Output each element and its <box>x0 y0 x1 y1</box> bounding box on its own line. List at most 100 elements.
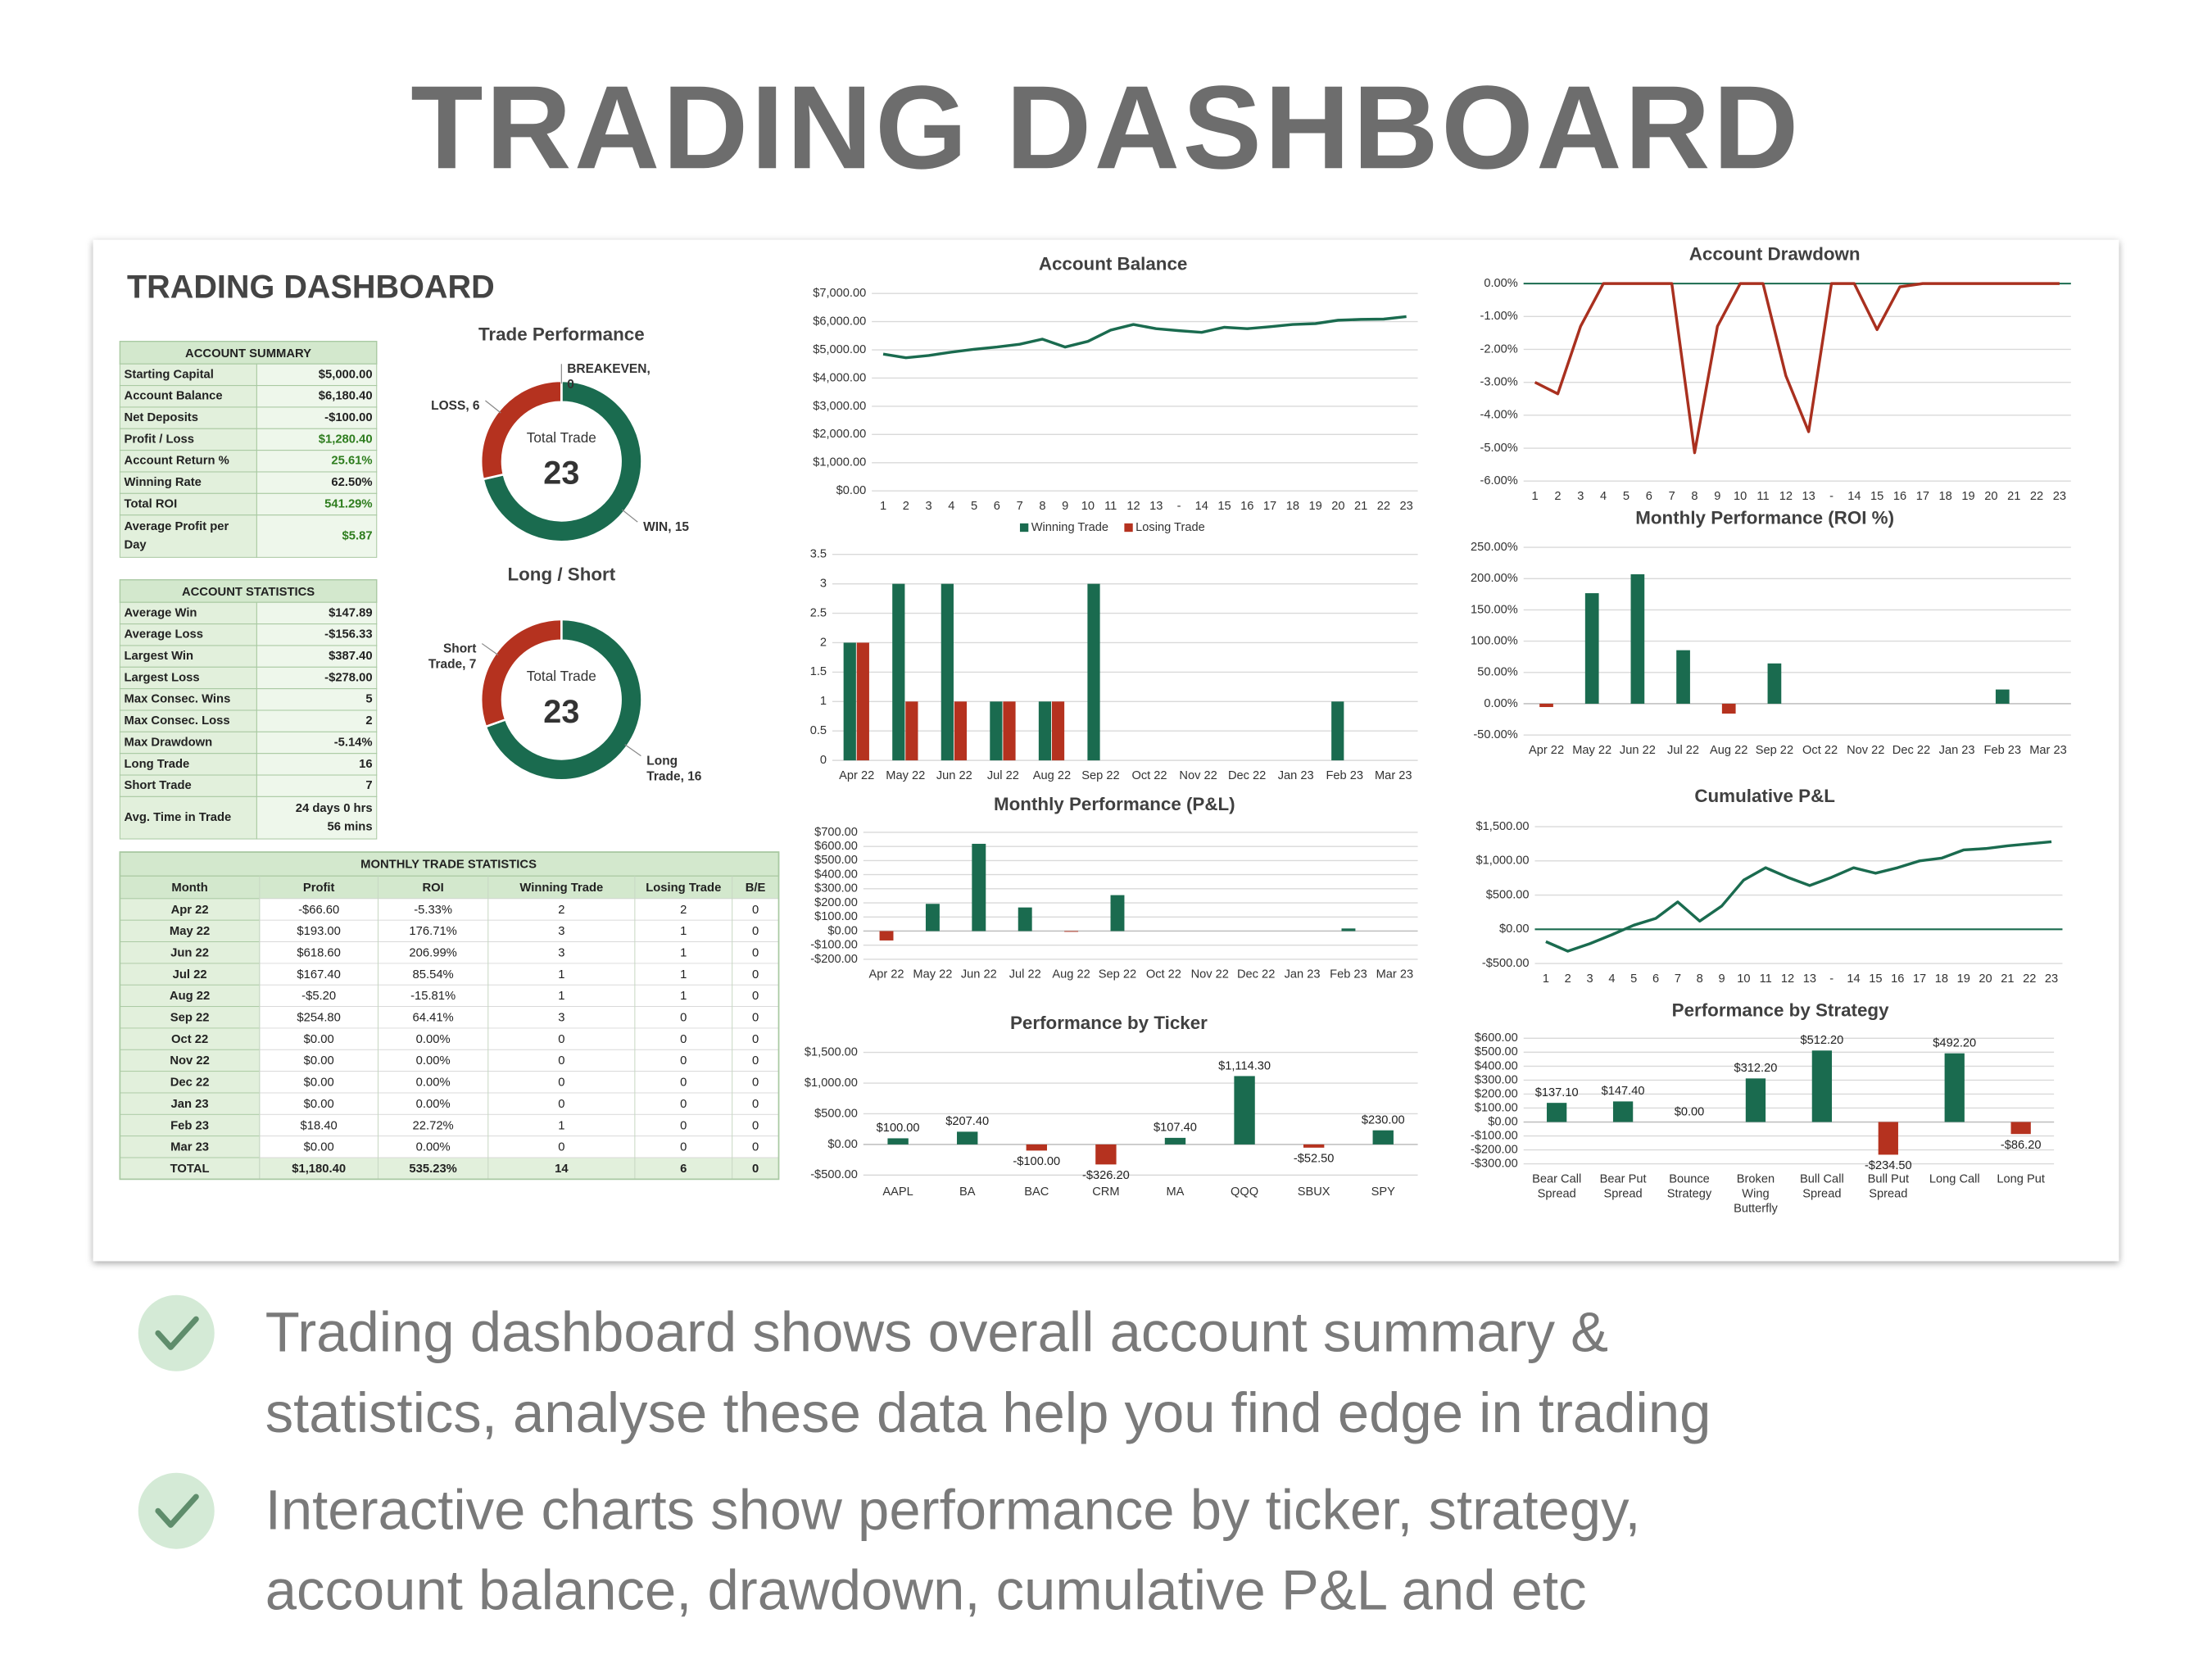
bar <box>954 701 968 761</box>
table-cell: 0.00% <box>416 1054 451 1067</box>
x-tick-label: - <box>1829 490 1834 503</box>
column-header: ROI <box>422 882 443 895</box>
table-header <box>119 341 378 365</box>
data-label: -$326.20 <box>1082 1169 1130 1182</box>
y-tick-label: $1,000.00 <box>805 1077 858 1090</box>
table-cell: 1 <box>558 968 564 981</box>
data-line <box>1545 840 2052 953</box>
bar <box>856 642 869 761</box>
data-label: $137.10 <box>1535 1086 1579 1099</box>
x-tick-label: 3 <box>926 500 932 513</box>
table-cell: 0 <box>680 1119 687 1132</box>
bar <box>1612 1101 1634 1122</box>
y-tick-label: 250.00% <box>1471 541 1518 554</box>
table-cell: 0 <box>752 1054 759 1067</box>
x-tick-label: 21 <box>2007 490 2020 503</box>
y-tick-label: $700.00 <box>814 826 858 839</box>
y-tick-label: $500.00 <box>814 854 858 867</box>
label-line: Spread <box>1538 1187 1576 1200</box>
table-cell: 0.00% <box>416 1077 451 1090</box>
label-line: Long <box>646 755 678 768</box>
bar <box>1003 701 1016 761</box>
chart-title: Trade Performance <box>478 324 645 345</box>
table-cell: Max Drawdown <box>125 736 213 749</box>
table-border <box>119 851 780 1181</box>
x-tick-label: 13 <box>1149 500 1163 513</box>
table-cell: 0 <box>752 1033 759 1046</box>
x-tick-label: 1 <box>1543 972 1549 986</box>
table-cell: 0 <box>752 968 759 981</box>
x-tick-label: 22 <box>1377 500 1390 513</box>
y-tick-label: $400.00 <box>1475 1059 1518 1072</box>
bar <box>1995 689 2010 704</box>
bar <box>941 583 954 761</box>
table-cell: 1 <box>680 925 687 938</box>
x-tick-label: Nov 22 <box>1191 968 1229 981</box>
y-tick-label: $3,000.00 <box>813 400 866 413</box>
x-tick-label: 14 <box>1847 490 1861 503</box>
data-label: $147.40 <box>1602 1085 1645 1098</box>
center-value: 23 <box>543 694 579 730</box>
y-tick-label: 2.5 <box>810 606 827 619</box>
table-row <box>259 941 779 964</box>
label-line: Bear Call <box>1532 1172 1581 1185</box>
x-tick-label: Jul 22 <box>987 769 1019 782</box>
table-cell: 2 <box>680 904 687 917</box>
month-cell <box>119 898 261 921</box>
table-cell: 7 <box>365 779 372 792</box>
x-tick-label: 1 <box>880 500 886 513</box>
legend-label: Losing Trade <box>1135 521 1205 534</box>
table-cell: Nov 22 <box>170 1054 210 1067</box>
table-cell: Oct 22 <box>171 1033 208 1046</box>
table-cell: 85.54% <box>413 968 454 981</box>
table-cell: 0.00% <box>416 1098 451 1111</box>
label-line: Wing <box>1742 1187 1769 1200</box>
table-cell: $5,000.00 <box>319 368 373 381</box>
y-tick-label: $600.00 <box>814 840 858 853</box>
table-cell: Winning Rate <box>125 476 202 489</box>
y-tick-label: 0 <box>820 754 827 767</box>
y-tick-label: $4,000.00 <box>813 371 866 384</box>
table-label-cell <box>119 645 257 668</box>
table-row <box>259 1071 779 1094</box>
table-row <box>259 1006 779 1029</box>
table-cell: Jan 23 <box>171 1098 209 1111</box>
table-cell: 2 <box>365 714 372 728</box>
data-label: LOSS, 6 <box>431 399 480 413</box>
column-header: B/E <box>746 882 766 895</box>
table-cell: $6,180.40 <box>319 390 373 403</box>
x-tick-label: 15 <box>1869 972 1882 986</box>
table-cell: Aug 22 <box>170 990 210 1003</box>
table-cell: -5.14% <box>334 736 373 749</box>
bar <box>1745 1078 1766 1122</box>
y-tick-label: $500.00 <box>1486 888 1530 901</box>
y-tick-label: 200.00% <box>1471 572 1518 585</box>
y-tick-label: $100.00 <box>1475 1101 1518 1114</box>
donut-slice <box>484 618 643 782</box>
bar <box>1051 701 1065 761</box>
bar <box>887 1138 909 1145</box>
table-cell: -$156.33 <box>324 628 372 641</box>
bar <box>1676 650 1690 704</box>
table-label-cell <box>119 623 257 646</box>
table-cell: Avg. Time in Trade <box>125 811 232 824</box>
x-tick-label: 2 <box>1554 490 1561 503</box>
x-tick-label: 12 <box>1126 500 1140 513</box>
y-tick-label: 0.00% <box>1484 697 1517 710</box>
y-tick-label: 1 <box>820 695 827 708</box>
x-tick-label: 8 <box>1691 490 1698 503</box>
table-value-cell <box>256 645 378 668</box>
x-tick-label: 23 <box>1400 500 1413 513</box>
bar <box>905 701 918 761</box>
label-line: Bounce <box>1669 1172 1710 1185</box>
table-cell: $1,180.40 <box>292 1163 346 1176</box>
x-tick-label: 11 <box>1756 490 1769 503</box>
label-line: BREAKEVEN, <box>567 362 650 376</box>
center-label: Total Trade <box>527 429 596 446</box>
legend-swatch <box>1124 523 1133 533</box>
table-cell: 0 <box>558 1098 564 1111</box>
bar <box>1721 703 1736 714</box>
table-cell: 1 <box>558 990 564 1003</box>
table-value-cell <box>256 406 378 429</box>
